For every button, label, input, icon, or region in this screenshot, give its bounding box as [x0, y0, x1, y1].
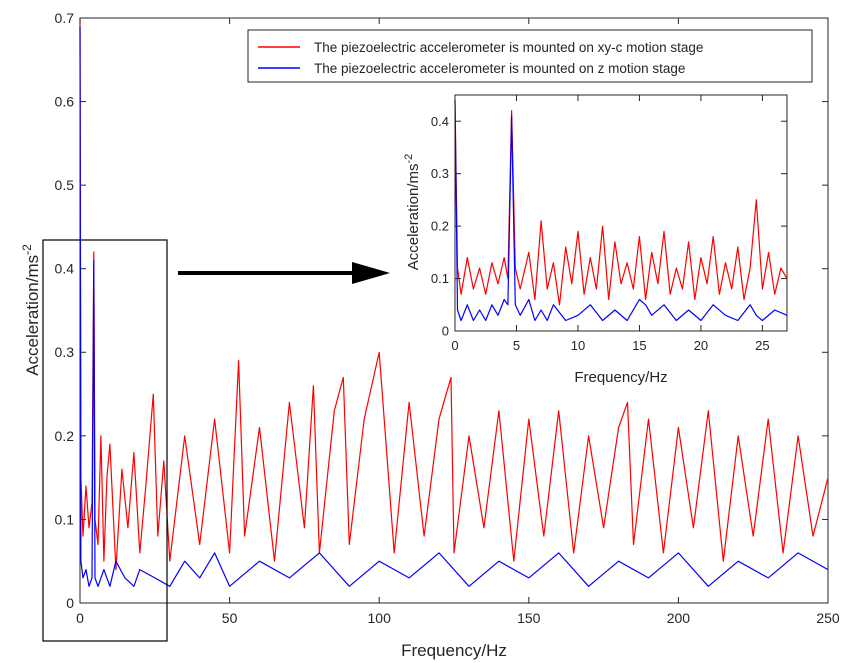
inset-ticks-group: 0 5 10 15 20 25 0 0.1 0.2 0.3 0.4	[431, 95, 787, 353]
inset-y-axis-label-text: Acceleration/ms	[405, 164, 422, 271]
legend-entry-z: The piezoelectric accelerometer is mount…	[314, 61, 685, 76]
legend-entry-xy-c: The piezoelectric accelerometer is mount…	[314, 40, 703, 55]
inset-y-tick-label: 0.3	[431, 166, 449, 181]
inset-background	[455, 95, 787, 331]
inset-plot-area	[454, 94, 788, 332]
y-tick-label: 0	[66, 595, 74, 611]
inset-series-group	[454, 100, 788, 322]
series-line-1	[79, 26, 829, 587]
x-tick-label: 50	[222, 610, 238, 626]
y-tick-label: 0.6	[55, 93, 75, 109]
inset-chart: 0 5 10 15 20 25 0 0.1 0.2 0.3 0.4 Frequency/Hz Acc…	[403, 94, 788, 386]
x-tick-label: 150	[517, 610, 541, 626]
y-tick-label: 0.4	[55, 261, 75, 277]
y-axis-label-exponent: -2	[20, 244, 34, 255]
y-tick-label: 0.5	[55, 177, 75, 193]
inset-x-tick-label: 10	[571, 338, 585, 353]
main-series-group	[79, 17, 829, 587]
y-tick-label: 0.7	[55, 10, 75, 26]
x-tick-label: 100	[368, 610, 392, 626]
inset-x-tick-label: 25	[755, 338, 769, 353]
inset-y-axis-label: Acceleration/ms-2	[403, 154, 422, 271]
x-axis-label: Frequency/Hz	[401, 641, 507, 660]
x-tick-label: 0	[76, 610, 84, 626]
inset-x-tick-label: 0	[451, 338, 458, 353]
y-tick-label: 0.2	[55, 428, 75, 444]
inset-y-tick-label: 0.4	[431, 114, 449, 129]
y-tick-label: 0.1	[55, 511, 75, 527]
inset-series-line-0	[454, 100, 788, 306]
zoom-arrow	[178, 262, 390, 284]
inset-x-axis-label: Frequency/Hz	[574, 369, 667, 386]
y-tick-label: 0.3	[55, 344, 75, 360]
legend-box	[247, 29, 813, 83]
series-line-0	[79, 17, 829, 571]
inset-x-tick-label: 20	[694, 338, 708, 353]
inset-series-line-1	[454, 100, 788, 322]
inset-y-tick-label: 0.1	[431, 271, 449, 286]
legend: The piezoelectric accelerometer is mount…	[247, 29, 813, 83]
zoom-region-box	[42, 239, 168, 642]
x-tick-label: 250	[816, 610, 840, 626]
inset-y-axis-label-exponent: -2	[403, 154, 415, 164]
inset-x-tick-label: 15	[632, 338, 646, 353]
inset-y-tick-label: 0	[442, 324, 449, 339]
inset-y-tick-label: 0.2	[431, 219, 449, 234]
inset-x-tick-label: 5	[513, 338, 520, 353]
y-axis-label-text: Acceleration/ms	[23, 255, 42, 376]
x-tick-label: 200	[667, 610, 691, 626]
y-axis-label: Acceleration/ms-2	[20, 244, 42, 376]
